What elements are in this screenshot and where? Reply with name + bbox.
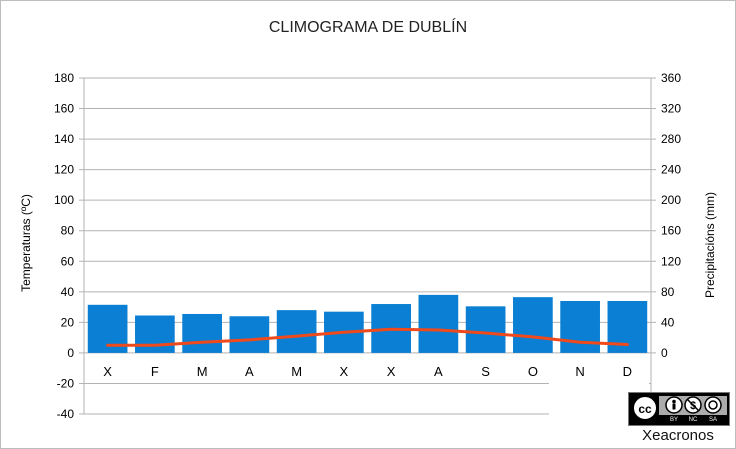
y-tick-label-left: 160 [54,102,74,116]
author-label: Xeacronos [642,427,714,444]
x-tick-label: X [340,364,349,379]
precipitation-bar [135,315,175,353]
y-tick-label-right: 360 [661,71,681,85]
y-tick-label-left: 120 [54,163,74,177]
y-tick-label-right: 120 [661,254,681,268]
precipitation-bar [182,313,222,353]
y-tick-label-left: 180 [54,71,74,85]
temperature-line [106,327,629,347]
temperature-point [200,341,204,344]
tick-labels: 180160140120100806040200-20-403603202802… [54,71,681,421]
y-tick-label-right: 40 [661,315,675,329]
y-tick-label-right: 200 [661,193,681,207]
y-tick-label-right: 240 [661,163,681,177]
y-tick-label-left: 0 [67,346,74,360]
temperature-point [437,328,440,332]
grid-lines [79,77,656,415]
x-tick-label: X [103,364,112,379]
y-axis-right-label: Precipitacións (mm) [703,191,718,299]
temperature-point [531,335,535,339]
precipitation-bar [418,294,459,353]
y-tick-label-left: 80 [61,224,75,238]
y-axis-left-label: Temperaturas (ºC) [18,194,33,292]
temperature-point [106,344,109,347]
y-tick-label-left: 100 [54,193,74,207]
temperature-series-line [106,327,629,347]
x-tick-label: M [291,364,302,379]
temperature-point [248,338,251,342]
temperature-point [578,341,582,344]
x-tick-label: A [434,364,443,379]
temperature-point [389,328,393,331]
y-tick-label-right: 320 [661,102,681,116]
y-tick-label-left: -20 [57,376,75,390]
y-tick-label-left: 40 [61,285,75,299]
y-tick-label-left: 60 [61,254,75,268]
x-tick-label: F [151,364,159,379]
precipitation-bar [229,316,270,353]
y-tick-label-right: 280 [661,132,681,146]
temperature-point [484,331,487,335]
svg-text:BY: BY [670,417,678,423]
x-tick-label: S [481,364,490,379]
x-tick-label: X [387,364,396,379]
x-tick-label: N [575,364,584,379]
x-tick-label: O [528,364,538,379]
x-tick-label: D [623,364,632,379]
precipitation-bar [560,300,600,353]
temperature-point [295,334,298,338]
x-tick-label: M [197,364,208,379]
chart-title: CLIMOGRAMA DE DUBLÍN [268,19,468,36]
y-tick-label-right: 80 [661,285,675,299]
svg-text:cc: cc [638,402,652,416]
y-tick-label-right: 0 [661,346,668,360]
temperature-point [153,344,157,347]
svg-text:SA: SA [709,417,717,423]
y-tick-label-left: 140 [54,132,74,146]
y-tick-label-left: 20 [61,315,75,329]
y-tick-label-left: -40 [57,407,75,421]
temperature-point [342,331,346,334]
precipitation-bar [513,297,553,353]
x-tick-label: A [245,364,254,379]
cc-license-badge: cc $ BY NC SA [628,392,730,426]
svg-text:NC: NC [689,417,698,423]
precipitation-bar [465,306,506,353]
y-tick-label-right: 160 [661,224,681,238]
temperature-point [626,343,629,346]
precipitation-bar [276,310,317,353]
